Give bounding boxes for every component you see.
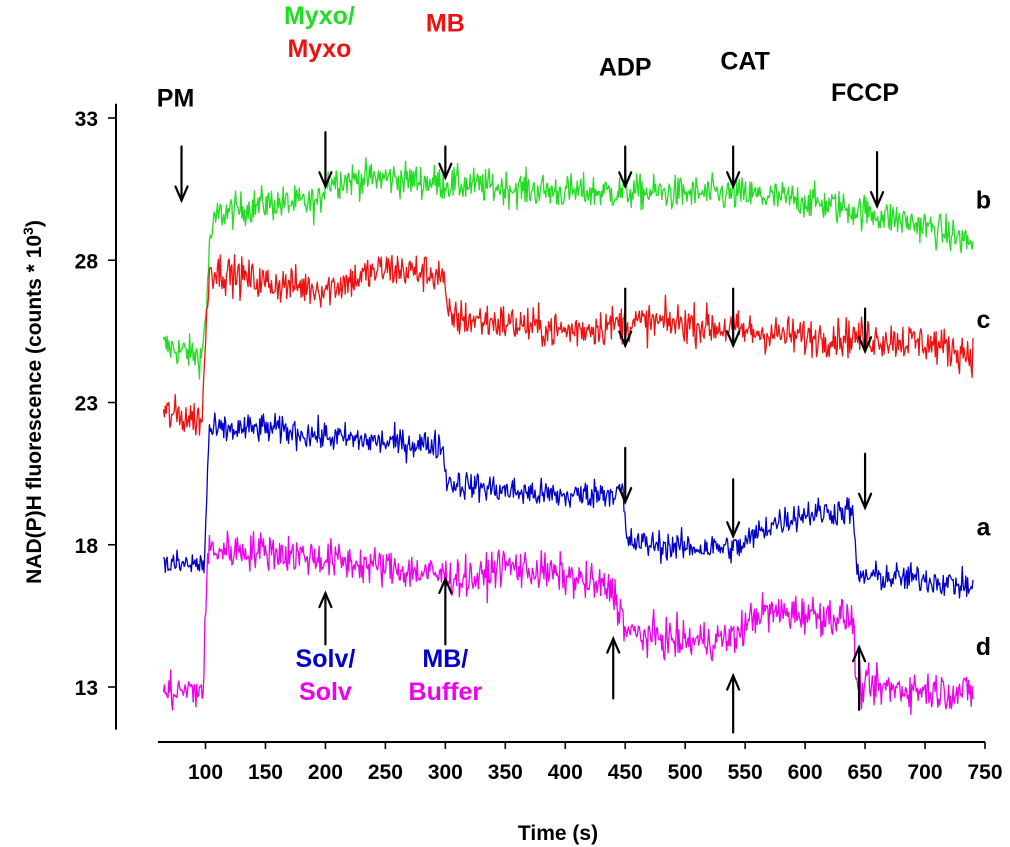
x-tick-label: 750	[967, 761, 1002, 784]
x-tick-label: 350	[488, 761, 523, 784]
y-axis-title-exponent: 3	[20, 227, 36, 235]
arrow-down-icon	[869, 151, 885, 209]
x-tick-label: 300	[428, 761, 463, 784]
arrow-down-icon-head	[726, 171, 741, 190]
x-tick-label: 550	[728, 761, 763, 784]
arrow-up-icon	[606, 635, 621, 700]
label-layer: PM Myxo/Myxo Buffer/MB ADP CAT FCCP Solv/Solv M…	[157, 0, 992, 706]
event-annotation: Myxo	[287, 35, 351, 63]
arrow-down-icon	[438, 145, 453, 181]
arrow-up-icon-head	[726, 672, 741, 691]
event-annotation: CAT	[720, 48, 770, 76]
arrow-down-icon-head	[857, 492, 873, 511]
x-tick-label: 150	[248, 761, 283, 784]
series-layer	[162, 156, 974, 716]
arrow-down-icon	[726, 478, 741, 540]
y-tick-label: 33	[75, 108, 98, 131]
event-annotation: FCCP	[831, 79, 899, 107]
series-b-line	[162, 156, 974, 380]
x-tick-label: 250	[368, 761, 403, 784]
event-annotation: MB	[426, 10, 465, 38]
x-tick-label: 100	[188, 761, 223, 784]
event-annotation: Myxo/	[284, 2, 355, 30]
arrow-down-icon-head	[318, 171, 333, 190]
series-c-line	[162, 254, 974, 436]
arrow-down-icon-head	[618, 171, 633, 190]
arrow-down-icon	[318, 131, 333, 190]
arrow-down-icon-head	[869, 191, 885, 209]
y-tick-label: 23	[75, 393, 98, 416]
event-annotation-bottom: MB/	[422, 645, 468, 673]
y-axis-title: NAD(P)H fluorescence (counts * 103)	[20, 220, 46, 584]
x-tick-label: 400	[548, 761, 583, 784]
arrow-down-icon-head	[726, 521, 741, 540]
x-tick-label: 650	[848, 761, 883, 784]
trace-label-d: d	[976, 633, 991, 661]
arrow-down-icon	[857, 452, 873, 511]
arrow-down-icon-head	[174, 185, 189, 204]
trace-label-b: b	[976, 187, 991, 215]
axes: 100 150 200 250 300 350 400 450 500 550 600 650 700 7…	[75, 103, 1003, 784]
arrow-down-icon	[857, 307, 873, 355]
arrow-down-icon-head	[438, 162, 453, 181]
arrow-down-icon	[618, 287, 633, 349]
arrow-up-icon-head	[318, 590, 333, 609]
y-tick-label: 28	[75, 250, 99, 273]
y-tick-label: 18	[75, 535, 99, 558]
event-annotation: ADP	[599, 53, 652, 81]
x-tick-label: 700	[908, 761, 943, 784]
x-tick-label: 200	[308, 761, 343, 784]
trace-label-c: c	[976, 306, 990, 334]
arrow-up-icon	[438, 576, 453, 646]
arrow-up-icon	[318, 590, 333, 646]
arrow-down-icon-head	[726, 330, 741, 349]
event-annotation-bottom: Solv	[299, 678, 352, 706]
arrow-down-icon	[726, 145, 741, 190]
x-axis-title: Time (s)	[518, 822, 598, 845]
event-annotation: PM	[157, 85, 195, 113]
arrow-up-icon	[726, 672, 741, 734]
series-a-line	[162, 412, 974, 599]
arrow-layer	[174, 131, 885, 734]
arrow-up-icon	[851, 644, 867, 711]
arrow-down-icon-head	[618, 330, 633, 349]
x-tick-label: 600	[788, 761, 823, 784]
arrow-up-icon-head	[606, 635, 621, 654]
arrow-up-icon-head	[851, 644, 867, 663]
y-axis-title-end: )	[23, 220, 46, 227]
event-annotation: Buffer/	[405, 0, 486, 5]
arrow-up-icon-head	[438, 576, 453, 594]
y-tick-label: 13	[75, 677, 98, 700]
arrow-down-icon	[174, 145, 189, 204]
arrow-down-icon	[618, 446, 633, 505]
event-annotation-bottom: Buffer	[409, 678, 483, 706]
x-tick-label: 450	[608, 761, 643, 784]
trace-label-a: a	[976, 514, 991, 542]
arrow-down-icon-head	[618, 486, 633, 505]
y-axis-title-main: NAD(P)H fluorescence (counts * 10	[23, 235, 46, 584]
x-tick-label: 500	[668, 761, 703, 784]
arrow-down-icon	[618, 145, 633, 190]
arrow-down-icon-head	[857, 336, 873, 355]
event-annotation-bottom: Solv/	[296, 645, 356, 673]
arrow-down-icon	[726, 287, 741, 349]
series-d-line	[162, 530, 974, 716]
